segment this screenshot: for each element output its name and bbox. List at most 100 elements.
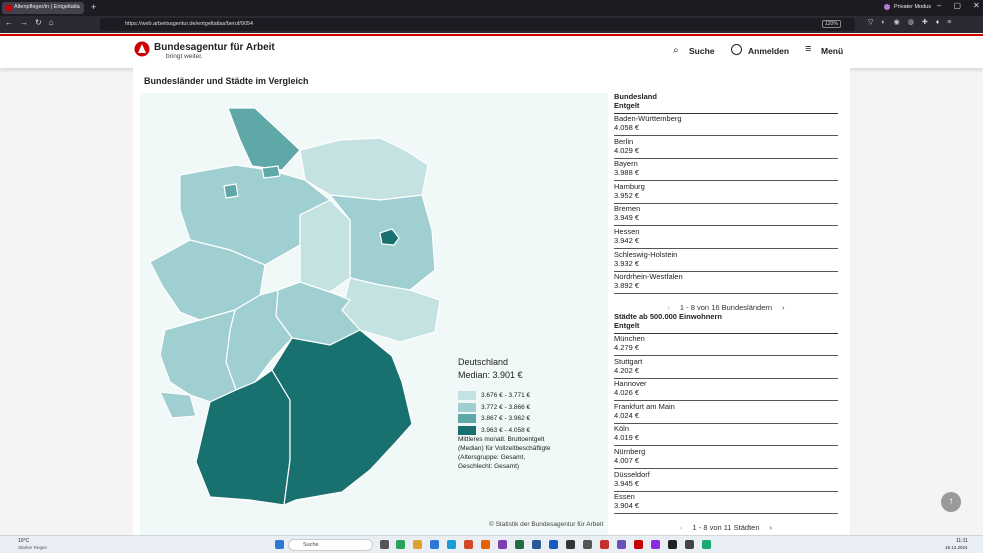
- row-label: Stuttgart: [614, 356, 643, 366]
- state-hamburg[interactable]: [261, 165, 281, 179]
- table-row: Nordrhein-Westfalen 3.892 €: [614, 272, 838, 295]
- row-value: 3.952 €: [614, 190, 640, 200]
- row-label: München: [614, 334, 645, 343]
- taskbar-search[interactable]: Suche: [288, 539, 373, 551]
- url: https://web.arbeitsagentur.de/entgeltatl…: [125, 21, 254, 27]
- app-icon[interactable]: [668, 540, 677, 549]
- legend-swatch: [458, 425, 476, 435]
- state-saarland[interactable]: [159, 391, 197, 419]
- app-icon[interactable]: [430, 540, 439, 549]
- tab[interactable]: Altenpfleger/in | Entgeltatlas | E: [2, 2, 84, 14]
- state-berlin[interactable]: [379, 228, 400, 246]
- map-source: © Statistik der Bundesagentur für Arbeit: [489, 521, 604, 528]
- app-icon[interactable]: [396, 540, 405, 549]
- state-schleswig-holstein[interactable]: [227, 107, 301, 171]
- row-label: Köln: [614, 424, 630, 434]
- state-bremen[interactable]: [223, 183, 239, 199]
- row-value: 4.024 €: [614, 410, 640, 420]
- menu-icon[interactable]: ≡: [805, 43, 812, 55]
- table-row: Essen 3.904 €: [614, 492, 838, 515]
- toolbar-icons[interactable]: ▽◐◉◍✚♦≡: [868, 19, 960, 26]
- table-row: Köln 4.019 €: [614, 424, 838, 447]
- next-page[interactable]: ›: [769, 522, 773, 532]
- legend-label: 3.676 € - 3.771 €: [481, 392, 531, 399]
- table-row: Stuttgart 4.202 €: [614, 357, 838, 379]
- state-bayern[interactable]: [271, 329, 413, 506]
- row-label: Bremen: [614, 204, 641, 214]
- site-header: Bundesagentur für Arbeit bringt weiter. …: [0, 34, 983, 68]
- toolbar: ←→↻⌂ https://web.arbeitsagentur.de/entge…: [0, 16, 983, 33]
- table-row: Frankfurt am Main 4.024 €: [614, 402, 838, 424]
- app-icon[interactable]: [481, 540, 490, 549]
- row-label: Hessen: [614, 227, 640, 236]
- app-icon[interactable]: [583, 540, 592, 549]
- app-icon[interactable]: [685, 540, 694, 549]
- row-value: 3.988 €: [614, 168, 640, 178]
- column-header: Entgelt: [614, 321, 640, 330]
- app-icon[interactable]: [617, 540, 626, 549]
- legend-swatch: [458, 391, 476, 400]
- app-icon[interactable]: [549, 540, 558, 549]
- table-row: Schleswig-Holstein 3.932 €: [614, 250, 838, 272]
- nav-buttons[interactable]: ←→↻⌂: [5, 18, 61, 27]
- scroll-top-button[interactable]: ↑: [941, 492, 961, 512]
- nav-login[interactable]: Anmelden: [748, 46, 790, 56]
- table-header: Bundesland Entgelt: [614, 92, 838, 114]
- row-label: Essen: [614, 492, 635, 502]
- legend-note: (Altersgruppe: Gesamt,: [458, 454, 526, 461]
- row-value: 4.007 €: [614, 456, 640, 465]
- logo[interactable]: [134, 41, 150, 57]
- weather-temp: 10°C: [18, 538, 30, 544]
- taskbar-search-text: Suche: [303, 542, 319, 548]
- url-bar[interactable]: https://web.arbeitsagentur.de/entgeltatl…: [100, 18, 855, 31]
- prev-page[interactable]: ‹: [680, 522, 683, 532]
- app-icon[interactable]: [600, 540, 609, 549]
- row-value: 3.942 €: [614, 236, 640, 245]
- clock-time: 11:11: [956, 538, 968, 544]
- start-icon[interactable]: [275, 540, 284, 549]
- app-icon[interactable]: [498, 540, 507, 549]
- row-value: 3.932 €: [614, 258, 640, 268]
- next-page[interactable]: ›: [782, 302, 785, 312]
- state-sachsen-anhalt[interactable]: [299, 199, 351, 293]
- user-icon[interactable]: [731, 44, 742, 55]
- legend-swatch: [458, 402, 476, 412]
- app-icon[interactable]: [413, 540, 422, 549]
- zoom[interactable]: 120%: [822, 20, 841, 28]
- table-row: Bayern 3.988 €: [614, 159, 838, 182]
- row-label: Nordrhein-Westfalen: [614, 272, 683, 282]
- row-value: 4.279 €: [614, 343, 640, 352]
- app-icon[interactable]: [702, 540, 711, 549]
- nav-menu[interactable]: Menü: [821, 46, 844, 56]
- app-icon[interactable]: [447, 540, 456, 549]
- legend-region: Deutschland: [458, 357, 509, 367]
- prev-page[interactable]: ‹: [667, 302, 670, 312]
- pagination: ‹ 1 - 8 von 11 Städten ›: [614, 523, 838, 532]
- state-rheinland-pfalz[interactable]: [159, 309, 237, 403]
- row-label: Berlin: [614, 136, 634, 146]
- nav-search[interactable]: Suche: [689, 46, 715, 56]
- search-icon[interactable]: ⌕: [673, 45, 679, 56]
- app-icon[interactable]: [380, 540, 389, 549]
- table-row: Baden-Württemberg 4.058 €: [614, 114, 838, 136]
- row-label: Hannover: [614, 379, 647, 389]
- app-icon[interactable]: [651, 540, 660, 549]
- app-icon[interactable]: [515, 540, 524, 549]
- state-mecklenburg-vorpommern[interactable]: [299, 137, 429, 201]
- tagline: bringt weiter.: [166, 53, 203, 60]
- window-controls[interactable]: –▢✕: [937, 1, 980, 10]
- table-row: Hessen 3.942 €: [614, 227, 838, 249]
- row-label: Baden-Württemberg: [614, 114, 682, 123]
- pagination: ‹ 1 - 8 von 16 Bundesländern ›: [614, 303, 838, 312]
- table-row: München 4.279 €: [614, 334, 838, 356]
- app-icon[interactable]: [634, 540, 643, 549]
- row-value: 4.058 €: [614, 123, 640, 132]
- brand[interactable]: Bundesagentur für Arbeit: [154, 42, 275, 53]
- app-icon[interactable]: [566, 540, 575, 549]
- app-icon[interactable]: [464, 540, 473, 549]
- new-tab[interactable]: +: [91, 2, 97, 12]
- app-icon[interactable]: [532, 540, 541, 549]
- clock-date: 19.12.2024: [945, 545, 968, 550]
- private-icon: [884, 4, 890, 10]
